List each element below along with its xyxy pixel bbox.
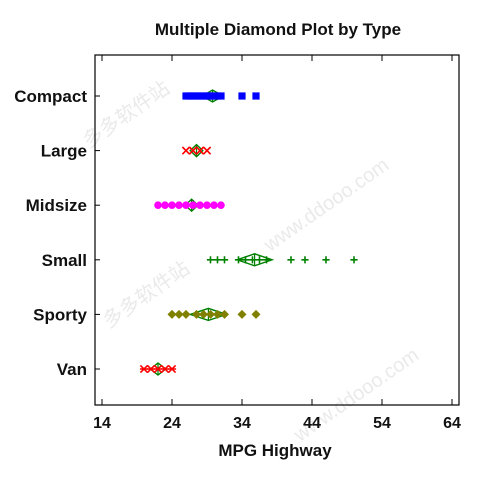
data-point: [192, 309, 201, 319]
x-tick-label: 34: [233, 415, 251, 432]
watermark-text: 多多软件站: [99, 257, 194, 333]
data-point: [175, 201, 183, 209]
data-point: [196, 201, 204, 209]
data-point: [160, 364, 170, 374]
data-point: [167, 364, 177, 374]
data-point: [182, 201, 190, 209]
data-point: [210, 201, 218, 209]
diamonds: [149, 89, 275, 376]
data-point: [189, 201, 197, 209]
category-label: Large: [41, 142, 87, 161]
data-points: [139, 92, 358, 374]
data-point: [153, 364, 163, 374]
data-point: [168, 201, 176, 209]
data-point: [217, 92, 225, 100]
data-point: [181, 146, 191, 155]
category-label: Midsize: [26, 196, 87, 215]
category-label: Compact: [14, 87, 87, 106]
data-point: [206, 309, 215, 319]
x-tick-label: 64: [443, 415, 461, 432]
data-point: [202, 146, 212, 155]
data-point: [255, 256, 264, 264]
chart-title: Multiple Diamond Plot by Type: [155, 20, 401, 39]
watermark-text: 多多软件站: [79, 77, 174, 153]
data-point: [161, 201, 169, 209]
data-point: [234, 256, 243, 264]
data-point: [248, 256, 257, 264]
data-point: [251, 309, 261, 319]
data-point: [252, 92, 260, 100]
data-point: [237, 309, 247, 319]
data-point: [350, 256, 358, 264]
category-label: Sporty: [33, 305, 87, 324]
category-label: Van: [57, 360, 87, 379]
data-point: [262, 256, 271, 264]
x-tick-label: 44: [303, 415, 321, 432]
data-point: [199, 309, 208, 319]
mean-diamond: [234, 253, 275, 267]
data-point: [167, 309, 177, 319]
data-point: [301, 256, 309, 264]
plot-frame: [94, 54, 460, 406]
data-point: [220, 309, 229, 319]
x-axis-label: MPG Highway: [218, 441, 332, 460]
data-point: [322, 256, 330, 264]
x-axis: 14 24 34 44 54 64: [93, 55, 461, 432]
data-point: [213, 309, 222, 319]
category-labels: Compact Large Midsize Small Sporty Van: [14, 87, 100, 379]
data-point: [146, 364, 156, 374]
x-tick-label: 54: [373, 415, 391, 432]
data-point: [238, 92, 246, 100]
data-point: [181, 309, 191, 319]
x-tick-label: 14: [93, 415, 111, 432]
data-point: [217, 201, 225, 209]
data-point: [241, 256, 250, 264]
data-point: [213, 256, 222, 264]
data-point: [174, 309, 184, 319]
category-label: Small: [42, 251, 87, 270]
mean-diamond: [189, 143, 204, 158]
data-point: [154, 201, 162, 209]
watermark-text: www.ddooo.com: [259, 154, 393, 257]
data-point: [188, 146, 198, 155]
data-point: [195, 146, 205, 155]
data-point: [203, 201, 211, 209]
data-point: [139, 364, 149, 374]
x-tick-label: 24: [163, 415, 181, 432]
data-point: [220, 256, 229, 264]
data-point: [206, 256, 215, 264]
data-point: [287, 256, 295, 264]
